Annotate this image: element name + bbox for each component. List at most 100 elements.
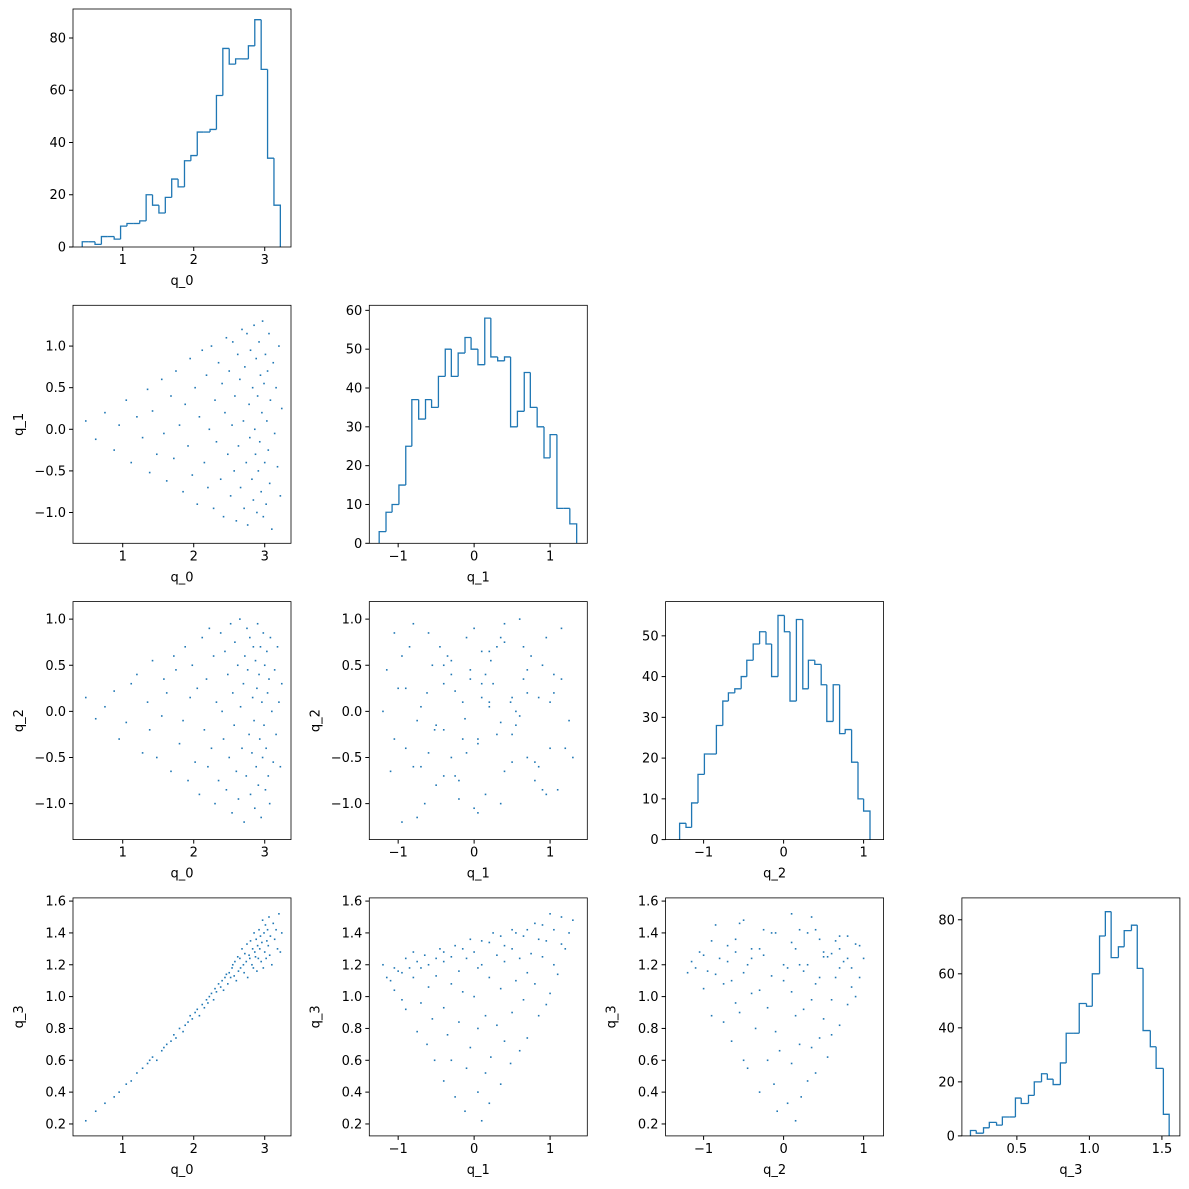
scatter-point [412, 622, 415, 625]
scatter-point [260, 490, 262, 493]
scatter-point [488, 941, 491, 944]
scatter-point [261, 411, 263, 414]
scatter-point [706, 970, 709, 972]
scatter-point [275, 733, 277, 736]
scatter-point [404, 687, 407, 690]
hist-step [1117, 946, 1125, 958]
scatter-point [560, 943, 563, 945]
scatter-point [243, 507, 245, 510]
scatter-point [818, 976, 821, 979]
scatter-point [231, 963, 234, 966]
scatter-point [191, 1018, 194, 1020]
scatter-point [257, 470, 260, 472]
scatter-point [239, 486, 242, 489]
scatter-point [272, 361, 275, 364]
scatter-point [148, 471, 151, 474]
y-tick-label: 0.6 [45, 1054, 66, 1069]
hist-step [765, 631, 772, 645]
scatter-point [846, 1003, 849, 1006]
x-tick-label: 0.5 [1007, 1142, 1028, 1157]
scatter-point [433, 729, 436, 731]
scatter-point [221, 382, 223, 385]
scatter-point [225, 336, 228, 339]
hist-step [1110, 911, 1119, 959]
scatter-point [461, 738, 464, 740]
hist-step [151, 194, 159, 206]
scatter-point [273, 669, 276, 671]
scatter-point [251, 696, 254, 699]
scatter-point [261, 701, 263, 703]
scatter-point [191, 474, 194, 476]
scatter-point [734, 1002, 737, 1004]
scatter-point [268, 678, 270, 680]
scatter-point [838, 1024, 841, 1027]
scatter-point [275, 386, 277, 389]
scatter-point [249, 436, 251, 439]
scatter-point [545, 793, 548, 796]
x-axis-label: q_2 [763, 867, 786, 882]
scatter-point [225, 788, 228, 791]
scatter-point [244, 655, 246, 657]
scatter-point [194, 761, 196, 763]
hist-step [838, 684, 846, 735]
scatter-point [822, 951, 825, 953]
scatter-point [511, 761, 513, 763]
hist-step [536, 407, 545, 428]
scatter-point [830, 952, 833, 955]
scatter-point [253, 428, 256, 431]
scatter-point [850, 967, 853, 969]
scatter-point [258, 738, 261, 740]
scatter-point [427, 752, 430, 754]
scatter-point [526, 928, 529, 931]
hist-step [497, 356, 505, 362]
scatter-point [236, 664, 239, 667]
scatter-point [219, 632, 222, 634]
scatter-point [271, 528, 273, 530]
y-tick-label: 0.5 [45, 659, 66, 674]
scatter-point [255, 357, 258, 360]
scatter-point [397, 687, 399, 690]
scatter-point [245, 960, 248, 963]
scatter-point [267, 944, 270, 947]
hist-step [857, 762, 864, 800]
hist-step [746, 659, 754, 677]
scatter-point [261, 756, 264, 759]
hist-step [697, 773, 705, 803]
scatter-point [249, 957, 251, 960]
scatter-point [458, 970, 460, 972]
scatter-point [526, 971, 529, 974]
y-tick-label: 1.4 [342, 926, 363, 941]
scatter-point [515, 979, 517, 982]
scatter-point [762, 928, 765, 931]
y-tick-label: 0 [650, 833, 658, 848]
scatter-point [251, 386, 254, 389]
scatter-point [184, 646, 186, 648]
scatter-point [215, 991, 218, 993]
hist-step [1033, 1081, 1042, 1096]
scatter-point [442, 1006, 445, 1009]
scatter-point [412, 951, 415, 953]
hist-step [1155, 1046, 1164, 1070]
hist-step [503, 356, 511, 361]
hist-step [1130, 924, 1138, 931]
scatter-point [269, 399, 272, 401]
scatter-point [165, 692, 168, 694]
x-tick-label: 1 [546, 1142, 554, 1157]
x-tick-label: 3 [261, 253, 269, 268]
scatter-point [511, 948, 513, 950]
hist-step [969, 1129, 977, 1136]
scatter-point [730, 1040, 733, 1042]
scatter-point [94, 717, 97, 720]
scatter-point [237, 445, 240, 447]
y-tick-label: 1.0 [342, 613, 363, 628]
scatter-point [94, 438, 97, 441]
scatter-point [442, 664, 445, 667]
scatter-point [537, 938, 540, 941]
scatter-point [806, 1080, 809, 1082]
y-tick-label: −0.5 [331, 751, 363, 766]
scatter-point [141, 752, 144, 754]
scatter-point [420, 765, 422, 768]
scatter-point [249, 349, 252, 352]
scatter-point [800, 1096, 802, 1098]
scatter-point [258, 948, 261, 950]
